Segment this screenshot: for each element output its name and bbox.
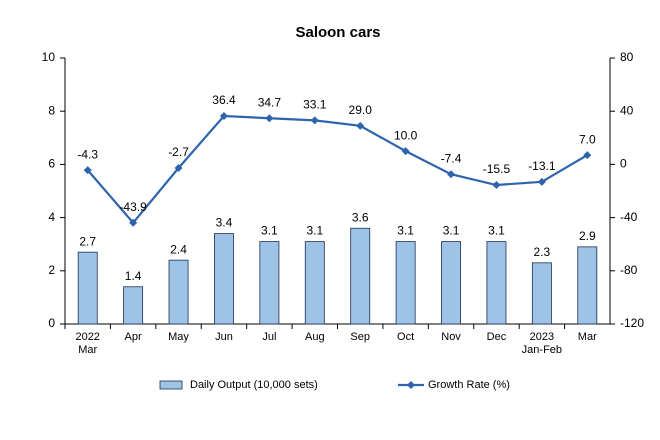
legend-swatch	[159, 380, 183, 390]
line-marker	[492, 181, 501, 190]
x-tick-label: Aug	[304, 331, 325, 343]
bar-label: 2.7	[79, 234, 96, 248]
y2-tick-label: 40	[620, 103, 634, 117]
bar	[168, 259, 189, 325]
line-label: -7.4	[441, 151, 462, 165]
bar-label: 3.1	[306, 224, 323, 238]
line-marker	[174, 163, 183, 172]
line	[86, 114, 588, 225]
line-marker	[310, 116, 319, 125]
y-tick-label: 2	[48, 263, 55, 277]
line-label: 7.0	[579, 132, 596, 146]
line-marker	[583, 151, 592, 160]
bar-label: 3.1	[397, 224, 414, 238]
bar	[259, 241, 280, 325]
chart-title: Saloon cars	[295, 24, 380, 41]
legend-label: Daily Output (10,000 sets)	[190, 379, 318, 391]
y-tick-label: 8	[48, 103, 55, 117]
line-label: 10.0	[394, 128, 418, 142]
y2-tick-label: -120	[620, 316, 644, 330]
line-label: 36.4	[212, 93, 236, 107]
y-tick-label: 4	[48, 210, 55, 224]
x-tick-label: Nov	[441, 331, 461, 343]
bar	[123, 286, 144, 325]
line-label: -2.7	[168, 145, 189, 159]
bar	[531, 262, 552, 325]
bar	[304, 241, 325, 325]
bar	[441, 241, 461, 325]
line-label: -4.3	[77, 147, 98, 161]
line-marker	[129, 218, 138, 227]
x-tick-label: May	[168, 331, 189, 343]
line-marker	[83, 166, 92, 175]
bar	[77, 251, 98, 325]
y-tick-label: 10	[42, 50, 56, 64]
line-label: 34.7	[258, 95, 282, 109]
y-tick-label: 6	[48, 157, 55, 171]
bar-label: 2.4	[170, 242, 187, 256]
line-marker	[356, 121, 365, 130]
x-tick-label: Jun	[215, 331, 233, 343]
line-label: 33.1	[303, 98, 327, 112]
bar	[350, 227, 371, 325]
x-tick-label: Dec	[486, 331, 507, 343]
line-marker	[219, 111, 228, 120]
line-marker	[537, 177, 546, 186]
line-label: -15.5	[483, 162, 511, 176]
x-tick-label: Oct	[397, 331, 415, 343]
legend-label: Growth Rate (%)	[428, 379, 510, 391]
line-marker	[265, 114, 274, 123]
y-tick-label: 0	[48, 316, 55, 330]
x-tick-label: Mar	[577, 331, 597, 343]
x-tick-label: 2022 Mar	[75, 331, 100, 356]
line-label: -43.9	[119, 200, 147, 214]
line-marker	[447, 170, 456, 179]
x-tick-label: Sep	[350, 331, 370, 343]
y2-tick-label: -80	[620, 263, 638, 277]
bar-label: 3.1	[488, 224, 505, 238]
y2-tick-label: 0	[620, 157, 627, 171]
bar-label: 3.1	[443, 224, 460, 238]
bar-label: 3.1	[261, 224, 278, 238]
legend-marker	[407, 381, 415, 389]
bar	[395, 241, 416, 325]
bar-label: 1.4	[125, 269, 142, 283]
x-tick-label: 2023 Jan-Feb	[521, 331, 563, 356]
y2-tick-label: 80	[620, 50, 634, 64]
bar-label: 3.4	[216, 216, 233, 230]
bar	[486, 241, 507, 325]
line-marker	[401, 147, 410, 156]
x-tick-label: Jul	[262, 331, 277, 343]
y2-tick-label: -40	[620, 210, 638, 224]
bar-label: 3.6	[352, 210, 369, 224]
bar	[214, 233, 234, 325]
bar	[577, 246, 598, 325]
line-label: -13.1	[528, 159, 556, 173]
bar-label: 2.3	[534, 245, 551, 259]
line-label: 29.0	[349, 103, 373, 117]
x-tick-label: Apr	[124, 331, 142, 343]
bar-label: 2.9	[579, 229, 596, 243]
